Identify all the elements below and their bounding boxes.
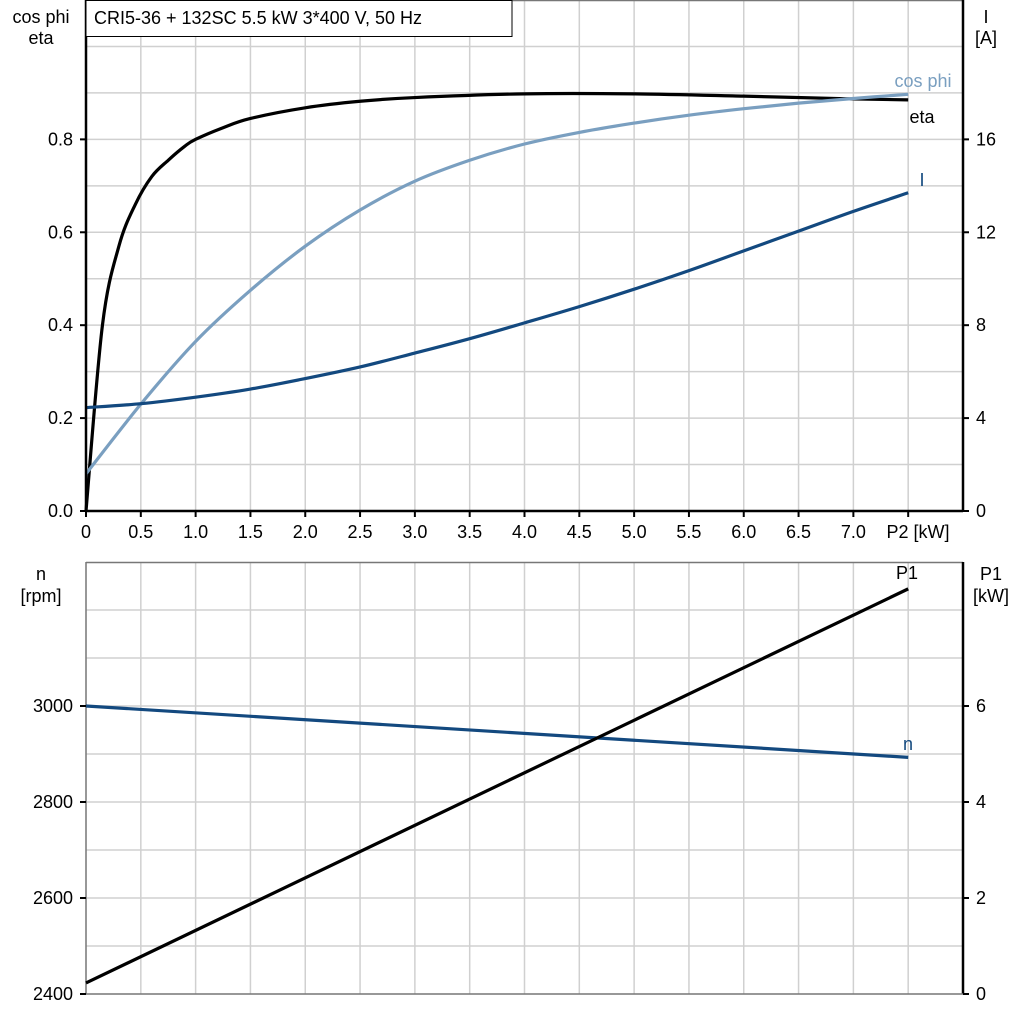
- x-tick-label: 1.0: [183, 522, 208, 542]
- top-left-axis-label-1: cos phi: [12, 7, 69, 27]
- bottom-chart-grid: [85, 561, 963, 994]
- x-tick-label: 3.5: [457, 522, 482, 542]
- right-tick-label: 8: [976, 315, 986, 335]
- x-tick-label: 5.0: [622, 522, 647, 542]
- bottom-left-axis-label-1: n: [36, 564, 46, 584]
- x-tick-label: 1.5: [238, 522, 263, 542]
- left-tick-label: 3000: [33, 696, 73, 716]
- top-right-axis-label-2: [A]: [975, 28, 997, 48]
- bottom-left-axis-label-2: [rpm]: [20, 586, 61, 606]
- series-line-cos-phi: [84, 92, 909, 475]
- right-tick-label: 4: [976, 408, 986, 428]
- series-label-cos-phi: cos phi: [894, 71, 951, 91]
- x-tick-label: 0.5: [128, 522, 153, 542]
- series-label-p1: P1: [896, 563, 918, 583]
- series-label-i: I: [919, 170, 924, 190]
- axis-labels: cos phi eta I [A] P2 [kW] n [rpm] P1 [kW…: [12, 7, 1009, 606]
- x-tick-label: 7.0: [841, 522, 866, 542]
- series-line-i: [85, 191, 909, 410]
- x-axis-label: P2 [kW]: [886, 522, 949, 542]
- top-chart-grid: [86, 0, 963, 511]
- left-tick-label: 0.8: [48, 129, 73, 149]
- right-tick-label: 12: [976, 222, 996, 242]
- left-tick-label: 2800: [33, 792, 73, 812]
- left-tick-label: 0.6: [48, 222, 73, 242]
- x-tick-label: 4.0: [512, 522, 537, 542]
- x-tick-label: 4.5: [567, 522, 592, 542]
- right-tick-label: 16: [976, 129, 996, 149]
- series-lines: [84, 91, 909, 985]
- left-tick-label: 0.2: [48, 408, 73, 428]
- axes: [80, 0, 969, 995]
- bottom-right-axis-label-1: P1: [980, 564, 1002, 584]
- series-line-eta: [84, 91, 909, 512]
- series-label-eta: eta: [909, 107, 935, 127]
- right-tick-label: 2: [976, 888, 986, 908]
- series-line-n: [85, 704, 909, 759]
- tick-labels: 0 0.5 1.0 1.5 2.0 2.5 3.0 3.5 4.0 4.5 5.0 5.5 6.0 6.5…: [33, 129, 996, 1004]
- right-tick-label: 6: [976, 696, 986, 716]
- bottom-right-axis-label-2: [kW]: [973, 586, 1009, 606]
- x-tick-label: 6.0: [731, 522, 756, 542]
- x-tick-label: 2.5: [348, 522, 373, 542]
- left-tick-label: 0.0: [48, 501, 73, 521]
- right-tick-label: 0: [976, 984, 986, 1004]
- top-right-axis-label-1: I: [983, 7, 988, 27]
- right-tick-label: 4: [976, 792, 986, 812]
- right-tick-label: 0: [976, 501, 986, 521]
- series-labels: cos phi eta I n P1: [894, 71, 951, 754]
- series-line-p1: [85, 587, 909, 985]
- x-tick-label: 3.0: [402, 522, 427, 542]
- left-tick-label: 0.4: [48, 315, 73, 335]
- x-tick-label: 5.5: [676, 522, 701, 542]
- left-tick-label: 2400: [33, 984, 73, 1004]
- x-tick-label: 2.0: [293, 522, 318, 542]
- x-tick-label: 0: [81, 522, 91, 542]
- series-label-n: n: [903, 734, 913, 754]
- title-box: CRI5-36 + 132SC 5.5 kW 3*400 V, 50 Hz: [85, 0, 513, 37]
- top-left-axis-label-2: eta: [28, 28, 54, 48]
- x-tick-label: 6.5: [786, 522, 811, 542]
- left-tick-label: 2600: [33, 888, 73, 908]
- chart-title: CRI5-36 + 132SC 5.5 kW 3*400 V, 50 Hz: [94, 8, 422, 28]
